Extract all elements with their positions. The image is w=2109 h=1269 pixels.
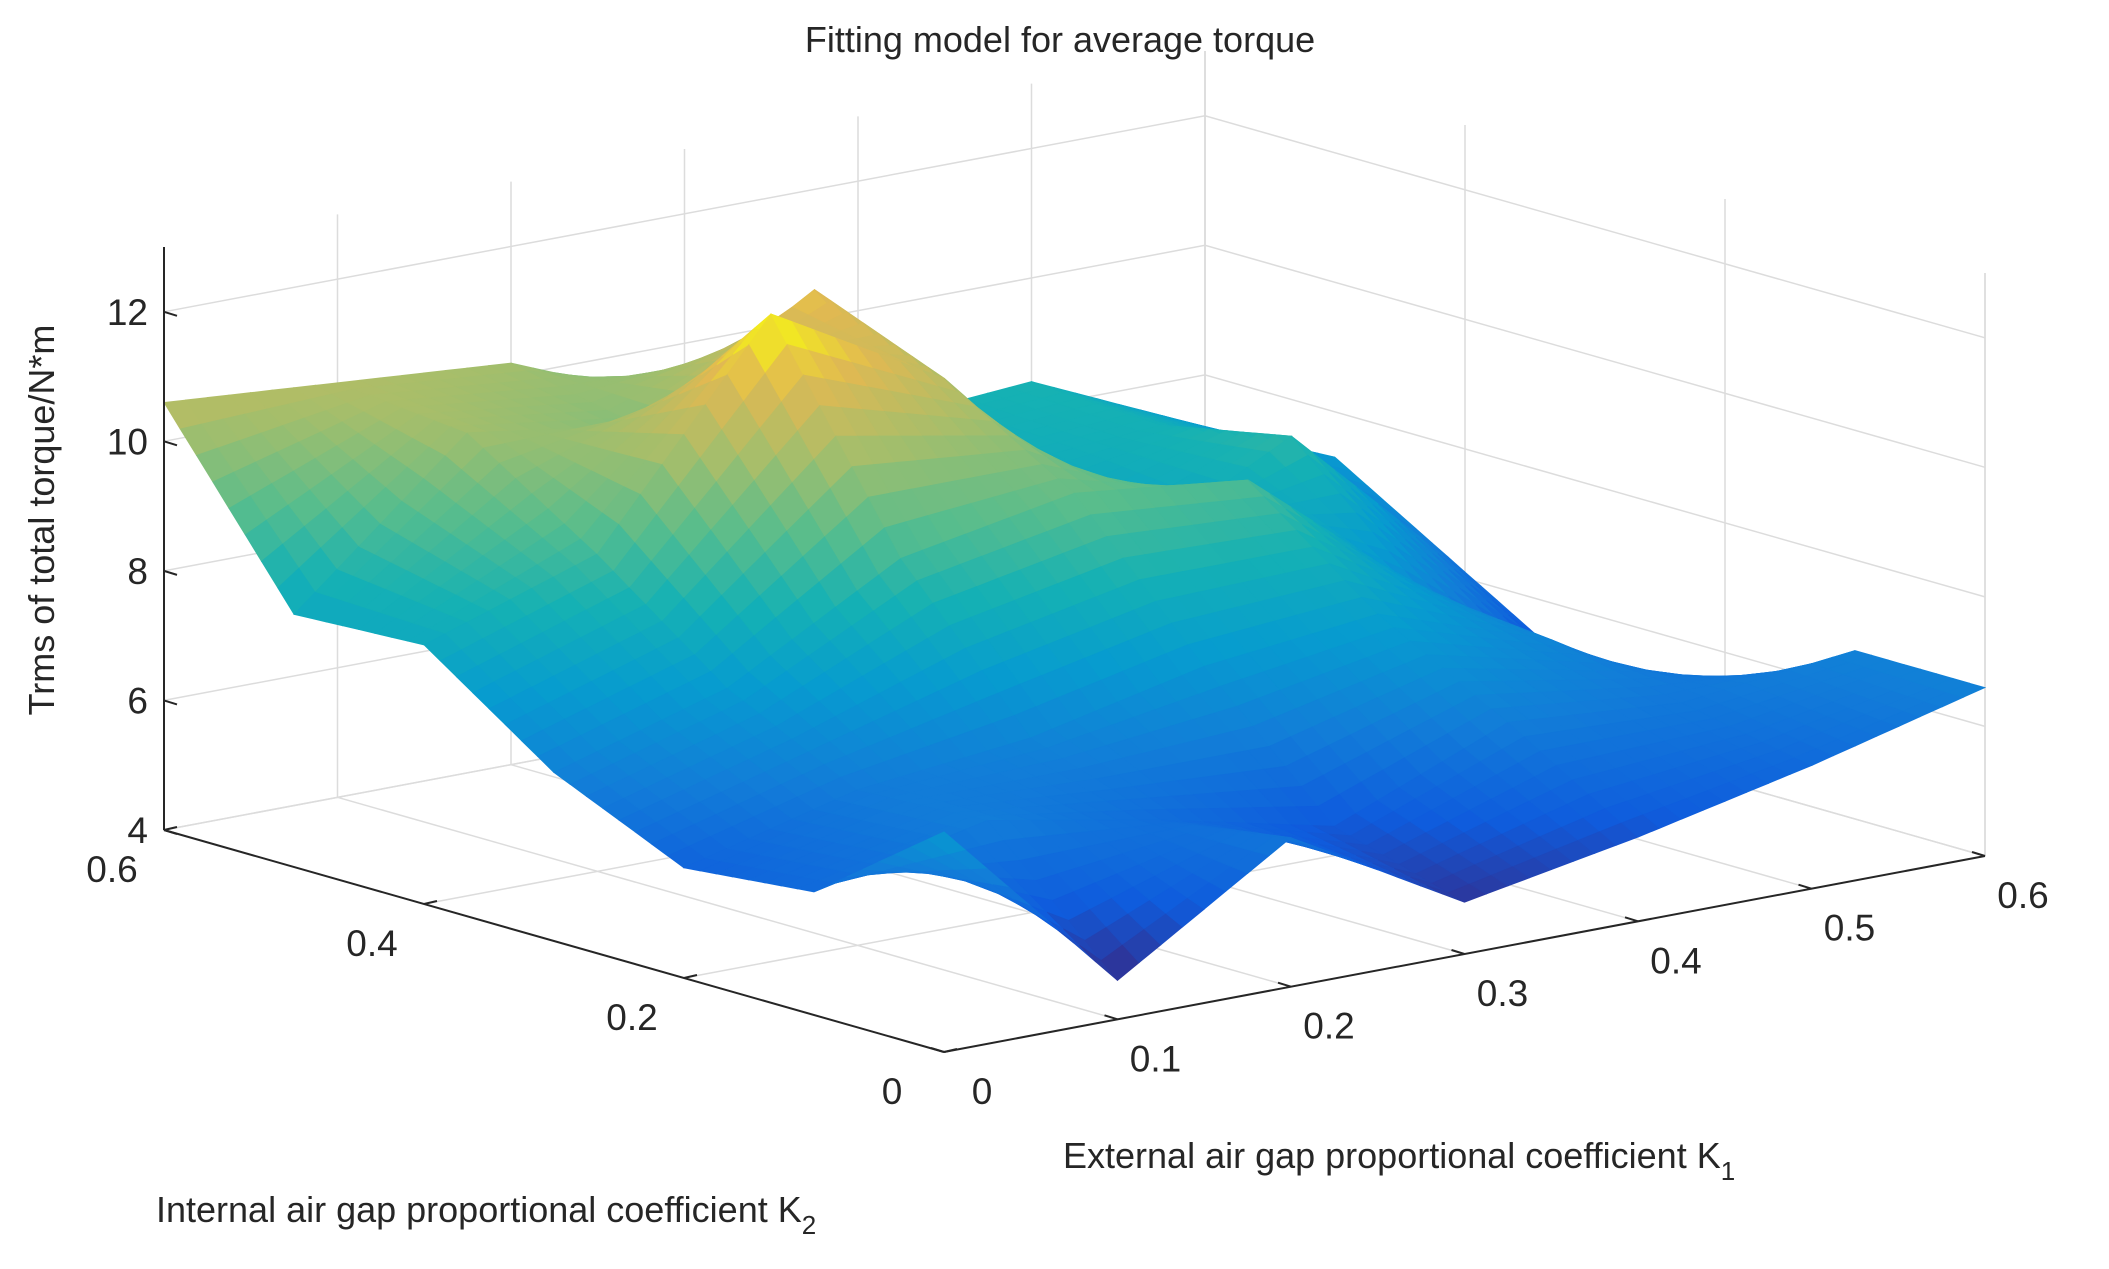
z-tick-label-3: 10 [107, 421, 148, 462]
x-tick-mark-4 [1624, 916, 1639, 923]
z-axis-label: Trms of total torque/N*m [21, 325, 62, 716]
z-tick-mark-1 [163, 699, 178, 706]
x-tick-mark-2 [1277, 981, 1292, 988]
wall-grid-z-4 [163, 115, 1986, 339]
y-axis-label: Internal air gap proportional coefficien… [156, 1189, 816, 1240]
y-axis-label-main: Internal air gap proportional coefficien… [156, 1189, 802, 1230]
x-tick-mark-1 [1104, 1014, 1118, 1021]
x-axis-label-main: External air gap proportional coefficien… [1063, 1135, 1721, 1176]
z-tick-mark-0 [163, 829, 178, 835]
z-tick-label-0: 4 [127, 810, 148, 851]
y-tick-label-2: 0.4 [346, 923, 397, 964]
z-tick-mark-4 [163, 310, 178, 317]
x-tick-label-0: 0 [972, 1071, 993, 1112]
y-tick-label-3: 0.6 [86, 849, 137, 890]
y-tick-mark-2 [423, 900, 438, 905]
z-tick-label-4: 12 [107, 292, 148, 333]
surface-plot [163, 289, 1987, 982]
z-tick-mark-3 [163, 440, 178, 447]
z-tick-mark-2 [163, 569, 178, 576]
x-tick-label-6: 0.6 [1997, 875, 2048, 916]
y-axis-label-subscript: 2 [802, 1210, 816, 1240]
x-axis-label-subscript: 1 [1721, 1156, 1735, 1186]
x-tick-label-5: 0.5 [1824, 908, 1875, 949]
y-tick-mark-0 [943, 1048, 958, 1053]
x-tick-label-3: 0.3 [1477, 973, 1528, 1014]
y-tick-mark-3 [163, 826, 178, 831]
x-tick-mark-0 [930, 1047, 945, 1053]
x-axis-label: External air gap proportional coefficien… [1063, 1135, 1735, 1186]
y-tick-label-1: 0.2 [606, 997, 657, 1038]
x-tick-mark-5 [1798, 883, 1812, 890]
x-tick-label-1: 0.1 [1130, 1038, 1181, 1079]
z-tick-label-1: 6 [127, 680, 148, 721]
floor-grid-x-1 [337, 796, 1118, 1021]
axes-frame [163, 247, 1986, 1053]
surface-facet [1945, 682, 1987, 698]
y-tick-label-0: 0 [882, 1071, 903, 1112]
x-tick-mark-3 [1451, 949, 1465, 955]
x-tick-mark-6 [1971, 851, 1986, 857]
z-tick-label-2: 8 [127, 551, 148, 592]
y-tick-mark-1 [683, 974, 698, 979]
chart-title: Fitting model for average torque [805, 19, 1315, 60]
x-tick-label-4: 0.4 [1650, 940, 1701, 981]
x-tick-label-2: 0.2 [1303, 1006, 1354, 1047]
y-axis-line [163, 829, 945, 1053]
